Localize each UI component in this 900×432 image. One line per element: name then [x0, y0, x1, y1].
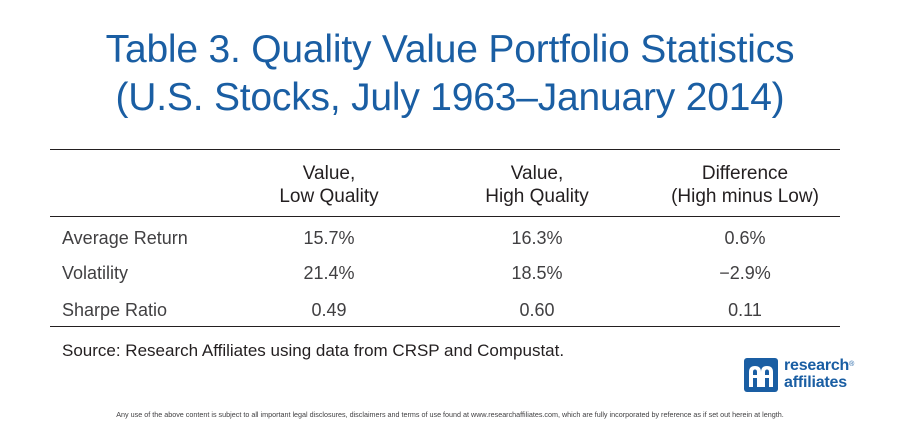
column-header-line-1: Value,: [510, 163, 564, 184]
table-cell: 0.6%: [724, 228, 766, 248]
table-title-line-2: (U.S. Stocks, July 1963–January 2014): [115, 76, 785, 119]
column-header-value-low-quality: Value, Low Quality: [229, 162, 429, 208]
table-row-volatility: Volatility 21.4% 18.5% −2.9%: [0, 261, 900, 285]
column-header-line-2: (High minus Low): [671, 186, 819, 207]
table-cell: 0.11: [728, 300, 762, 320]
table-title-line-1: Table 3. Quality Value Portfolio Statist…: [105, 28, 795, 71]
logo-wordmark-line-1: research: [784, 357, 850, 374]
table-bottom-rule: [50, 326, 840, 327]
column-header-line-1: Difference: [701, 163, 789, 184]
table-top-rule: [50, 149, 840, 150]
research-affiliates-logo-icon: [744, 358, 778, 392]
column-header-line-2: High Quality: [485, 186, 589, 207]
column-header-value-high-quality: Value, High Quality: [437, 162, 637, 208]
table-header-rule: [50, 216, 840, 217]
table-cell: 16.3%: [511, 228, 563, 248]
column-header-line-1: Value,: [302, 163, 356, 184]
source-note: Source: Research Affiliates using data f…: [62, 341, 565, 360]
research-affiliates-logo: research® affiliates: [744, 356, 874, 396]
registered-mark: ®: [849, 361, 855, 368]
row-label: Sharpe Ratio: [62, 300, 168, 320]
legal-disclaimer: Any use of the above content is subject …: [116, 410, 784, 419]
table-title: Table 3. Quality Value Portfolio Statist…: [0, 26, 900, 122]
table-row-sharpe-ratio: Sharpe Ratio 0.49 0.60 0.11: [0, 298, 900, 322]
logo-wordmark-line-2: affiliates: [784, 374, 847, 391]
table-cell: 0.49: [311, 300, 347, 320]
table-cell: 0.60: [519, 300, 555, 320]
table-cell: −2.9%: [719, 263, 771, 283]
table-row-average-return: Average Return 15.7% 16.3% 0.6%: [0, 226, 900, 250]
table-cell: 18.5%: [511, 263, 563, 283]
row-label: Average Return: [62, 228, 188, 248]
column-header-difference: Difference (High minus Low): [645, 162, 845, 208]
logo-wordmark: research® affiliates: [784, 357, 854, 391]
table-cell: 15.7%: [303, 228, 355, 248]
column-header-line-2: Low Quality: [279, 186, 379, 207]
row-label: Volatility: [62, 263, 129, 283]
table-cell: 21.4%: [303, 263, 355, 283]
